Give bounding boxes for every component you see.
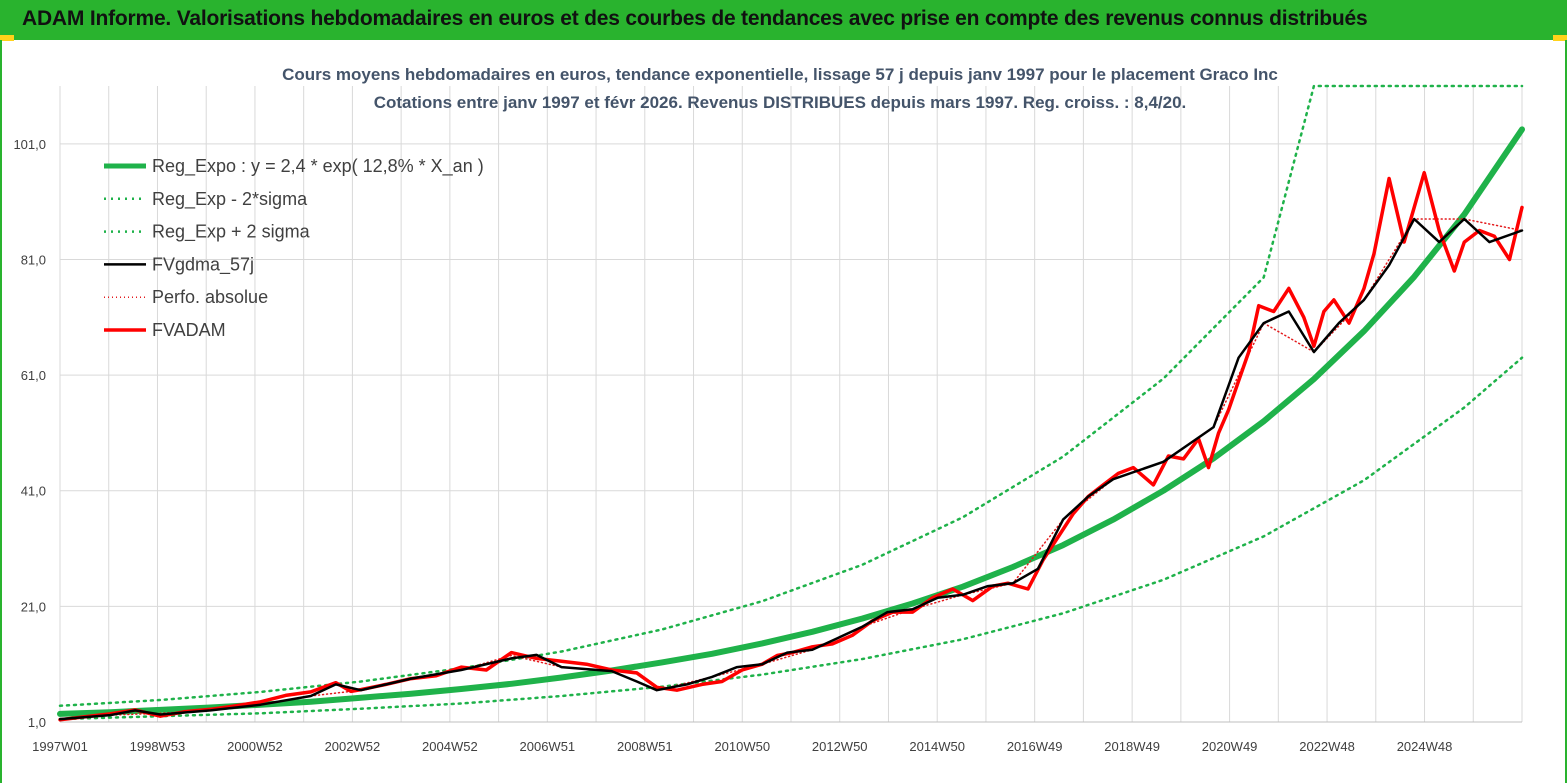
chart-legend: Reg_Expo : y = 2,4 * exp( 12,8% * X_an )… [104,156,484,340]
series-line-reg-exp-2-sigma [58,84,1524,708]
chart-frame [0,40,1567,783]
grid-layer [59,86,1523,723]
x-tick-label: 1998W53 [130,739,186,754]
legend-label: Perfo. absolue [152,287,268,307]
series-line-reg-exp-2-sigma [58,356,1524,721]
chart-title: Cours moyens hebdomadaires en euros, ten… [282,65,1278,84]
x-tick-label: 2020W49 [1202,739,1258,754]
x-tick-label: 2014W50 [909,739,965,754]
y-tick-label: 21,0 [21,599,46,614]
chart-subtitle: Cotations entre janv 1997 et févr 2026. … [374,93,1187,112]
legend-label: Reg_Expo : y = 2,4 * exp( 12,8% * X_an ) [152,156,484,177]
banner-accent-right [1553,35,1567,41]
series-layer [57,84,1525,722]
x-tick-label: 2002W52 [325,739,381,754]
legend-label: FVgdma_57j [152,254,254,275]
axis-layer: 1,0 21,0 41,0 61,0 81,0 101,0 1997W01 1998W53 20… [13,137,1522,754]
x-tick-label: 2022W48 [1299,739,1355,754]
y-tick-label: 41,0 [21,484,46,499]
banner-accent-left [0,35,14,41]
series-line-reg-expo-y-2-4-exp-12-8-x-an [57,126,1525,717]
y-tick-label: 101,0 [13,137,46,152]
y-tick-label: 61,0 [21,368,46,383]
x-tick-label: 2006W51 [520,739,576,754]
series-line-fvgdma-57j [58,217,1524,721]
report-title: ADAM Informe. Valorisations hebdomadaire… [22,7,1368,30]
x-tick-label: 1997W01 [32,739,88,754]
legend-label: FVADAM [152,320,226,340]
x-tick-label: 2016W49 [1007,739,1063,754]
legend-label: Reg_Exp + 2 sigma [152,222,311,243]
report-banner: ADAM Informe. Valorisations hebdomadaire… [0,0,1567,40]
y-tick-label: 81,0 [21,252,46,267]
x-tick-label: 2000W52 [227,739,283,754]
x-tick-label: 2018W49 [1104,739,1160,754]
y-tick-label: 1,0 [28,715,46,730]
x-tick-label: 2004W52 [422,739,478,754]
x-tick-label: 2024W48 [1397,739,1453,754]
legend-label: Reg_Exp - 2*sigma [152,189,308,210]
x-tick-label: 2008W51 [617,739,673,754]
x-tick-label: 2010W50 [714,739,770,754]
x-tick-label: 2012W50 [812,739,868,754]
